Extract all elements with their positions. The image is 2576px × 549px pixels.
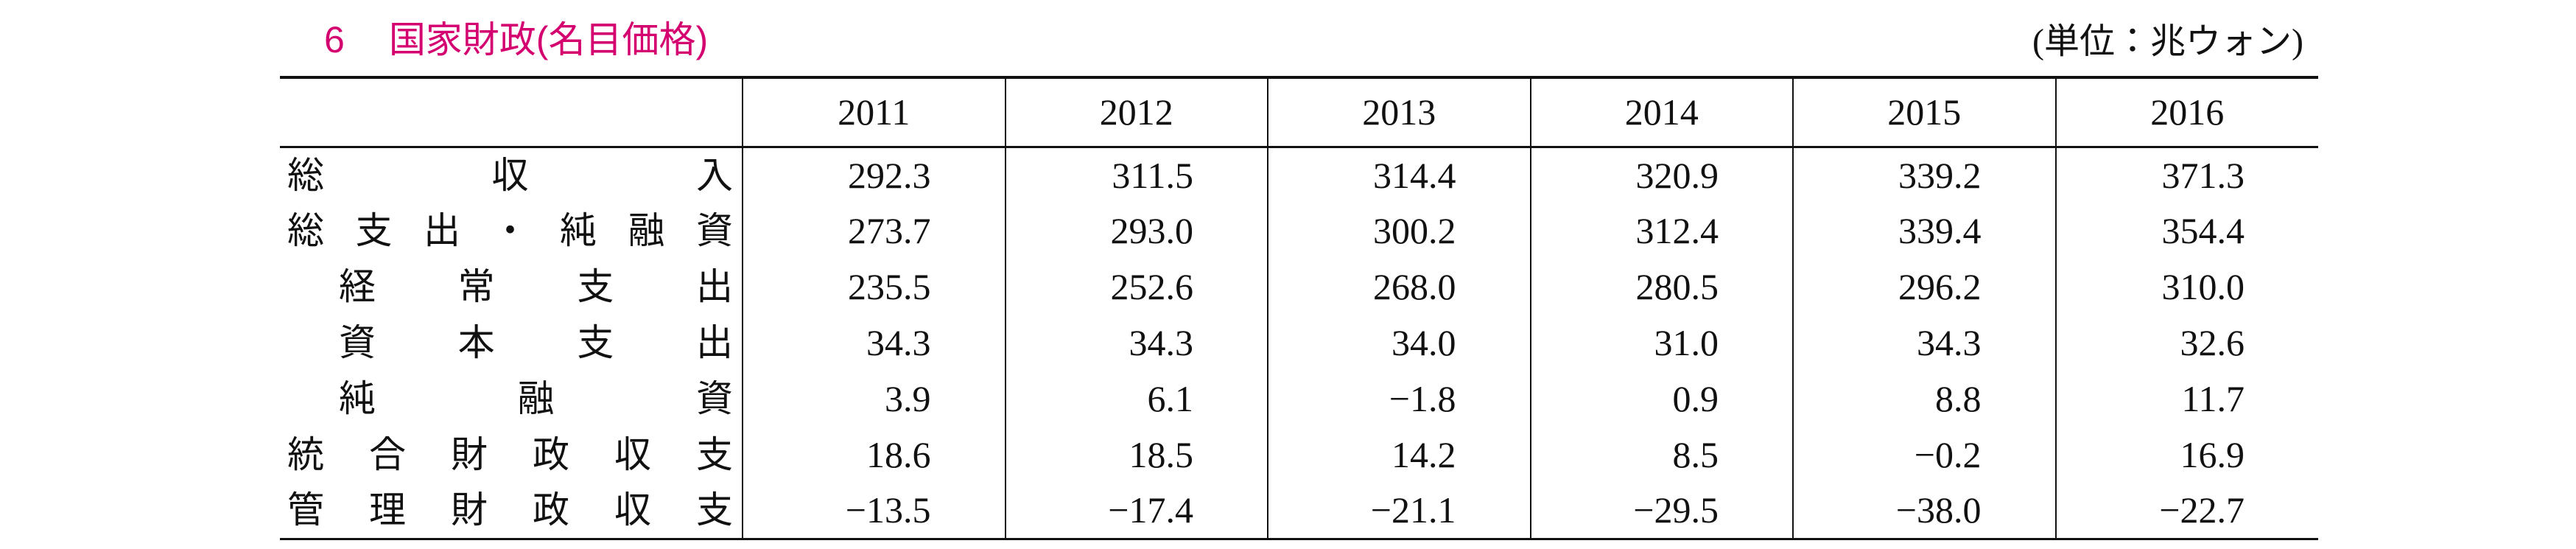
value-cell: 311.5 [1004,147,1268,203]
value-cell: 354.4 [2054,203,2318,259]
unit-note: (単位：兆ウォン) [2032,22,2303,61]
value-cell: 312.4 [1529,203,1793,259]
header-row: 2011 2012 2013 2014 2015 2016 [280,76,2318,148]
row-label-cell: 総支出・純融資 [280,203,743,259]
row-label-cell: 統合財政収支 [280,427,743,483]
section-number: 6 [324,19,345,60]
row-label: 総支出・純融資 [287,210,733,251]
corner-cell [280,76,743,148]
data-row: 総支出・純融資 273.7 293.0 300.2 312.4 339.4 354.4 [280,203,2318,259]
value-cell: 293.0 [1004,203,1268,259]
value-cell: −29.5 [1529,483,1793,540]
value-cell: −22.7 [2054,483,2318,540]
value-cell: 32.6 [2054,315,2318,371]
value-cell: 3.9 [742,371,1006,427]
row-label-cell: 管理財政収支 [280,483,743,540]
value-cell: 34.0 [1267,315,1531,371]
value-cell: 296.2 [1792,259,2056,315]
value-cell: −1.8 [1267,371,1531,427]
value-cell: 268.0 [1267,259,1531,315]
year-header: 2012 [1004,76,1268,148]
value-cell: 280.5 [1529,259,1793,315]
row-label: 管理財政収支 [287,489,733,531]
value-cell: −0.2 [1792,427,2056,483]
year-header: 2016 [2054,76,2318,148]
value-cell: 252.6 [1004,259,1268,315]
value-cell: 235.5 [742,259,1006,315]
value-cell: 314.4 [1267,147,1531,203]
row-label-cell: 純融資 [280,371,743,427]
row-label: 資本支出 [339,322,733,363]
value-cell: 371.3 [2054,147,2318,203]
value-cell: −17.4 [1004,483,1268,540]
value-cell: 34.3 [742,315,1006,371]
row-label: 経常支出 [339,266,733,307]
value-cell: 320.9 [1529,147,1793,203]
title-block: 6 国家財政(名目価格) [324,10,708,63]
row-label: 純融資 [339,378,733,419]
value-cell: 339.2 [1792,147,2056,203]
data-row: 純融資 3.9 6.1 −1.8 0.9 8.8 11.7 [280,371,2318,427]
data-row: 総収入 292.3 311.5 314.4 320.9 339.2 371.3 [280,147,2318,203]
year-header: 2015 [1792,76,2056,148]
value-cell: 34.3 [1004,315,1268,371]
year-header: 2014 [1529,76,1793,148]
data-row: 資本支出 34.3 34.3 34.0 31.0 34.3 32.6 [280,315,2318,371]
value-cell: 31.0 [1529,315,1793,371]
value-cell: −13.5 [742,483,1006,540]
row-label: 統合財政収支 [287,434,733,475]
year-header: 2013 [1267,76,1531,148]
value-cell: −21.1 [1267,483,1531,540]
finance-table: 2011 2012 2013 2014 2015 2016 総収入 292.3 311.5 31… [280,76,2318,540]
value-cell: 34.3 [1792,315,2056,371]
value-cell: 14.2 [1267,427,1531,483]
row-label-cell: 総収入 [280,147,743,203]
value-cell: 18.6 [742,427,1006,483]
value-cell: 16.9 [2054,427,2318,483]
value-cell: 273.7 [742,203,1006,259]
section-title: 国家財政(名目価格) [388,19,709,60]
value-cell: 0.9 [1529,371,1793,427]
value-cell: 11.7 [2054,371,2318,427]
value-cell: 310.0 [2054,259,2318,315]
value-cell: 18.5 [1004,427,1268,483]
value-cell: −38.0 [1792,483,2056,540]
year-header: 2011 [742,76,1006,148]
value-cell: 6.1 [1004,371,1268,427]
data-row: 統合財政収支 18.6 18.5 14.2 8.5 −0.2 16.9 [280,427,2318,483]
data-row: 経常支出 235.5 252.6 268.0 280.5 296.2 310.0 [280,259,2318,315]
value-cell: 8.8 [1792,371,2056,427]
value-cell: 300.2 [1267,203,1531,259]
row-label-cell: 経常支出 [280,259,743,315]
value-cell: 8.5 [1529,427,1793,483]
value-cell: 339.4 [1792,203,2056,259]
value-cell: 292.3 [742,147,1006,203]
row-label: 総収入 [287,154,733,196]
row-label-cell: 資本支出 [280,315,743,371]
data-row: 管理財政収支 −13.5 −17.4 −21.1 −29.5 −38.0 −22.7 [280,483,2318,540]
